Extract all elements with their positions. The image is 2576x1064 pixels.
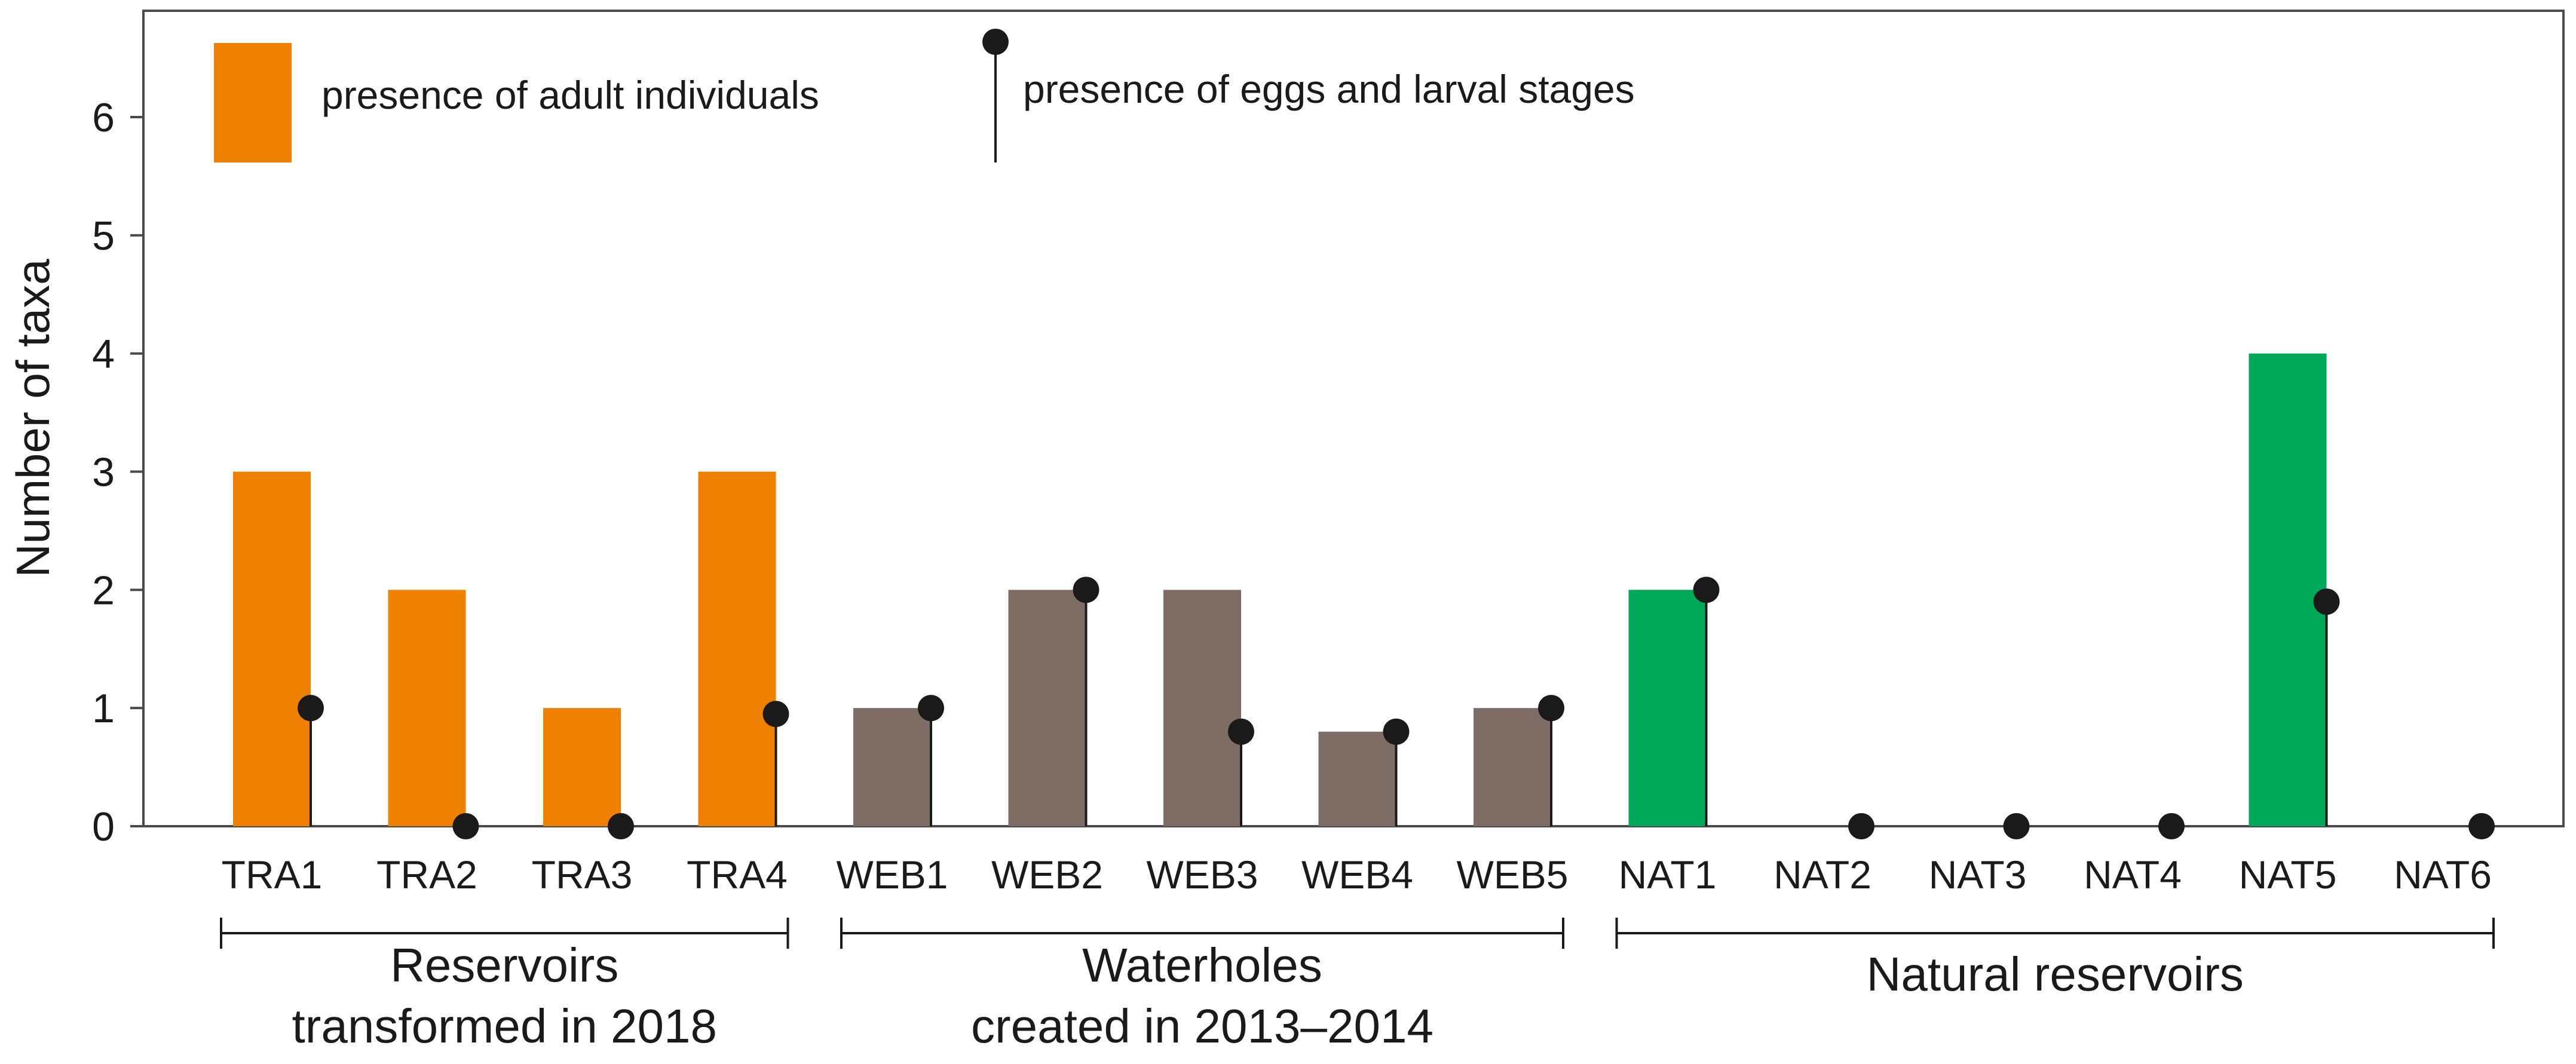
group-label-line1: Waterholes — [1082, 939, 1322, 992]
bar-web3 — [1163, 590, 1241, 826]
egg-marker-web3 — [1228, 718, 1254, 745]
egg-marker-tra4 — [762, 701, 789, 728]
bar-web5 — [1474, 708, 1551, 826]
egg-marker-web1 — [918, 695, 944, 722]
egg-marker-web4 — [1383, 718, 1410, 745]
egg-marker-tra1 — [298, 695, 324, 722]
group-label-line2: created in 2013–2014 — [971, 999, 1434, 1053]
y-tick-label: 0 — [92, 804, 115, 850]
egg-marker-nat6 — [2468, 813, 2495, 839]
y-tick-label: 4 — [92, 332, 115, 377]
egg-marker-nat1 — [1693, 577, 1720, 603]
egg-marker-tra3 — [608, 813, 634, 839]
egg-marker-nat5 — [2313, 588, 2340, 615]
egg-marker-nat3 — [2003, 813, 2030, 839]
x-tick-label: WEB5 — [1456, 853, 1568, 897]
egg-marker-nat4 — [2158, 813, 2185, 839]
plot-frame — [142, 10, 2565, 827]
y-axis-label: Number of taxa — [7, 259, 59, 578]
bar-web4 — [1318, 731, 1396, 826]
egg-marker-tra2 — [452, 813, 479, 839]
group-label-line2: transformed in 2018 — [292, 999, 717, 1053]
x-tick-label: NAT5 — [2239, 853, 2337, 897]
x-tick-label: TRA4 — [687, 853, 788, 897]
x-tick-label: WEB2 — [991, 853, 1103, 897]
x-tick-label: NAT2 — [1774, 853, 1871, 897]
x-tick-label: TRA3 — [532, 853, 633, 897]
legend: presence of adult individuals presence o… — [214, 29, 1635, 162]
egg-marker-web5 — [1538, 695, 1564, 722]
bar-tra3 — [543, 708, 621, 826]
bar-web2 — [1008, 590, 1086, 826]
bar-nat1 — [1628, 590, 1707, 826]
egg-marker-nat2 — [1848, 813, 1874, 839]
bar-tra1 — [233, 471, 311, 826]
group-label-line1: Reservoirs — [390, 939, 618, 992]
x-tick-label: TRA2 — [376, 853, 477, 897]
x-tick-label: NAT3 — [1929, 853, 2027, 897]
x-tick-label: NAT6 — [2394, 853, 2492, 897]
y-tick-label: 1 — [92, 686, 115, 731]
legend-eggs-marker — [982, 29, 1009, 55]
legend-eggs-label: presence of eggs and larval stages — [1023, 67, 1635, 111]
y-tick-label: 5 — [92, 213, 115, 259]
y-tick-label: 6 — [92, 95, 115, 140]
bar-web1 — [853, 708, 931, 826]
group-label-line1: Natural reservoirs — [1867, 948, 2244, 1001]
x-tick-label: NAT1 — [1619, 853, 1717, 897]
x-tick-label: WEB3 — [1146, 853, 1258, 897]
y-tick-label: 2 — [92, 568, 115, 613]
x-tick-label: WEB4 — [1301, 853, 1413, 897]
x-tick-label: WEB1 — [836, 853, 948, 897]
x-tick-label: NAT4 — [2084, 853, 2182, 897]
x-tick-label: TRA1 — [222, 853, 323, 897]
egg-marker-web2 — [1073, 577, 1099, 603]
legend-adult-swatch — [214, 43, 292, 162]
bar-tra2 — [388, 590, 466, 826]
y-tick-label: 3 — [92, 450, 115, 495]
legend-adult-label: presence of adult individuals — [321, 73, 819, 117]
bar-nat5 — [2249, 353, 2327, 826]
bar-tra4 — [698, 471, 776, 826]
